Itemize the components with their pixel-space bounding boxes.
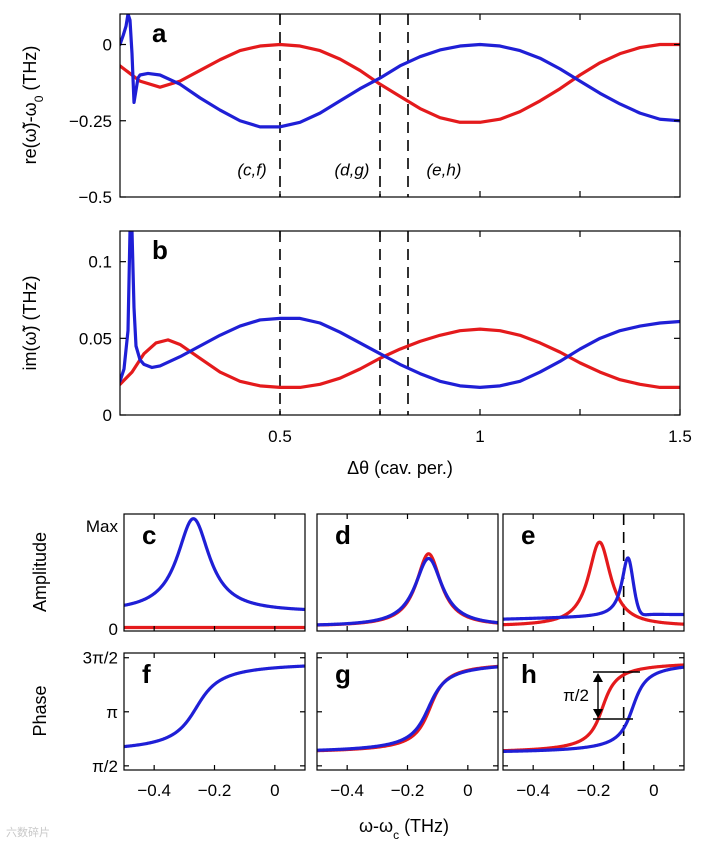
panel-a-ytick-label: −0.25 <box>69 112 112 131</box>
panel-f: −0.4 −0.2 0 3π/2 π π/2 f <box>83 649 306 800</box>
panel-h-xtick-label: −0.2 <box>577 781 611 800</box>
panel-a-red-curve <box>120 42 680 124</box>
panel-f-blue-curve <box>124 664 305 749</box>
panel-b-blue-curve <box>120 231 680 389</box>
panel-a-annotation: (e,h) <box>427 161 462 180</box>
panel-f-xtick-label: 0 <box>270 781 279 800</box>
panel-f-frame <box>123 652 306 771</box>
panel-d-blue-curve <box>317 556 498 627</box>
panel-g-xtick-label: −0.2 <box>391 781 425 800</box>
panel-b-xtick-label: 1.5 <box>668 427 692 446</box>
panel-b: 0 0.05 0.1 0.5 1 1.5 b im(ω̃) (THz) Δθ (cav. … <box>20 230 692 478</box>
panel-c-letter: c <box>142 520 156 550</box>
panel-b-xtick-label: 1 <box>475 427 484 446</box>
panel-e-red-curve <box>503 540 684 627</box>
panel-b-red-curve <box>120 327 680 389</box>
panel-g-blue-curve <box>317 665 498 752</box>
panel-d-letter: d <box>335 520 351 550</box>
panel-c-ytick-label: 0 <box>109 620 118 639</box>
panel-a-annotation: (d,g) <box>335 161 370 180</box>
panel-f-xtick-label: −0.2 <box>198 781 232 800</box>
panel-a-annotation: (c,f) <box>237 161 266 180</box>
panel-g-xtick-label: 0 <box>463 781 472 800</box>
panel-c-ytick-label: Max <box>86 517 119 536</box>
panel-b-frame <box>119 230 681 416</box>
panel-a-ylabel: re(ω̃)-ω0 (THz) <box>20 46 46 165</box>
panel-b-xlabel: Δθ (cav. per.) <box>347 458 453 478</box>
panel-b-ytick-label: 0.05 <box>79 329 112 348</box>
panel-h-blue-curve <box>503 665 684 753</box>
panel-a-frame <box>119 13 681 198</box>
panel-h: −0.4 −0.2 0 h π/2 <box>502 652 685 800</box>
phase-arrow-head-down <box>593 709 603 718</box>
panel-a: 0 −0.25 −0.5 (c,f) (d,g) (e,h) a re(ω̃)-ω0 (T… <box>20 13 681 207</box>
panel-f-xtick-label: −0.4 <box>137 781 171 800</box>
panel-h-xtick-label: −0.4 <box>516 781 550 800</box>
phase-arrow-label: π/2 <box>563 686 589 705</box>
panel-d: d <box>316 513 499 632</box>
panel-a-blue-curve <box>120 14 680 129</box>
panel-g: −0.4 −0.2 0 g <box>316 652 499 800</box>
watermark: 六数碎片 <box>6 825 50 839</box>
panel-f-ytick-label: 3π/2 <box>83 649 118 668</box>
panel-h-letter: h <box>521 659 537 689</box>
panel-a-ytick-label: −0.5 <box>78 188 112 207</box>
panel-b-ytick-label: 0 <box>103 406 112 425</box>
panel-e: e <box>502 513 685 632</box>
panel-h-xtick-label: 0 <box>649 781 658 800</box>
panel-b-ytick-label: 0.1 <box>88 253 112 272</box>
panel-b-letter: b <box>152 235 168 265</box>
panel-e-blue-curve <box>503 556 684 621</box>
panel-g-xtick-label: −0.4 <box>330 781 364 800</box>
panel-b-ylabel: im(ω̃) (THz) <box>20 275 40 370</box>
panel-f-ytick-label: π <box>106 703 118 722</box>
panel-d-red-curve <box>317 552 498 627</box>
panel-a-letter: a <box>152 18 167 48</box>
phase-ylabel: Phase <box>30 685 50 736</box>
panel-f-ytick-label: π/2 <box>92 757 118 776</box>
panel-b-xtick-label: 0.5 <box>268 427 292 446</box>
amplitude-ylabel: Amplitude <box>30 532 50 612</box>
panel-c-blue-curve <box>124 517 305 612</box>
panel-a-ytick-label: 0 <box>103 36 112 55</box>
panel-g-letter: g <box>335 659 351 689</box>
shared-xlabel: ω-ωc (THz) <box>359 816 449 842</box>
panel-f-letter: f <box>142 659 151 689</box>
phase-arrow-head-up <box>593 673 603 682</box>
panel-c: Max 0 c <box>86 513 306 639</box>
panel-e-letter: e <box>521 520 535 550</box>
